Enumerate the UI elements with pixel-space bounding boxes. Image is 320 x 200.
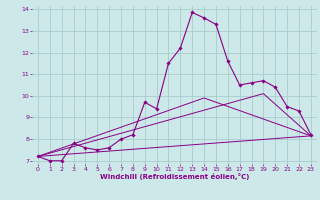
X-axis label: Windchill (Refroidissement éolien,°C): Windchill (Refroidissement éolien,°C) <box>100 173 249 180</box>
